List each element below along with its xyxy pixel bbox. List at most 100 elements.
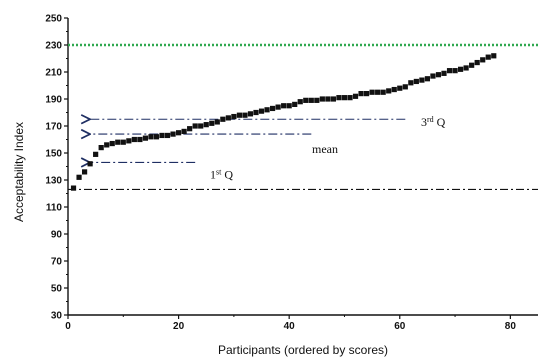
- data-point: [131, 136, 137, 143]
- data-point: [330, 96, 337, 102]
- data-point: [153, 134, 160, 140]
- y-tick-label: 250: [45, 14, 62, 25]
- x-tick-label: 40: [284, 321, 296, 332]
- data-point: [452, 68, 458, 74]
- data-point: [137, 136, 143, 143]
- y-tick-label: 30: [51, 311, 63, 322]
- x-tick-label: 20: [173, 321, 185, 332]
- data-point: [386, 88, 392, 94]
- data-point: [148, 134, 154, 140]
- y-tick-label: 190: [45, 95, 62, 106]
- data-point: [170, 131, 176, 137]
- data-point: [419, 77, 425, 83]
- data-point: [491, 53, 497, 59]
- data-point: [314, 97, 320, 103]
- y-tick-label: 50: [51, 284, 63, 295]
- quartile-label-3: 3rd Q: [421, 115, 446, 129]
- y-tick-label: 90: [51, 230, 63, 241]
- data-point: [292, 101, 298, 107]
- data-point: [242, 112, 248, 118]
- y-tick-label: 110: [46, 203, 63, 214]
- data-point: [236, 112, 243, 118]
- data-point: [336, 95, 342, 101]
- data-point: [325, 96, 331, 102]
- x-axis-title: Participants (ordered by scores): [218, 343, 388, 357]
- data-point: [120, 139, 126, 145]
- data-point: [369, 89, 375, 95]
- data-point: [93, 151, 99, 157]
- data-point: [424, 76, 431, 82]
- data-point: [391, 86, 397, 93]
- quartile-label-1: 1st Q: [210, 168, 233, 182]
- data-point: [253, 109, 259, 116]
- labels: Participants (ordered by scores) Accepta…: [12, 122, 388, 357]
- axes: 30 50 70 90 110 130 150 170 190 210 230 250 0 20 40 60 8…: [45, 14, 538, 332]
- data-point: [76, 174, 82, 180]
- data-point: [281, 103, 287, 109]
- data-point: [413, 78, 419, 85]
- data-point: [358, 91, 364, 97]
- y-tick-label: 130: [45, 176, 62, 187]
- data-point: [203, 122, 209, 128]
- data-point: [104, 142, 110, 148]
- data-point: [347, 95, 353, 101]
- y-axis-title: Acceptability Index: [12, 122, 26, 222]
- data-point: [286, 103, 292, 109]
- data-point: [164, 132, 171, 139]
- y-tick-label: 150: [45, 149, 62, 160]
- data-point: [319, 96, 325, 102]
- data-point: [126, 138, 132, 144]
- data-point: [341, 95, 348, 101]
- y-tick-label: 70: [51, 257, 63, 268]
- data-point: [297, 99, 303, 105]
- data-point: [485, 54, 491, 60]
- data-point: [109, 140, 115, 147]
- x-tick-label: 0: [65, 321, 71, 332]
- data-point: [397, 85, 403, 91]
- data-point: [469, 62, 475, 68]
- data-point: [303, 97, 309, 103]
- data-point: [264, 107, 270, 113]
- quartile-markers: 1st Q mean 3rd Q: [90, 115, 446, 182]
- data-point: [81, 169, 88, 175]
- data-point: [247, 111, 254, 117]
- y-tick-label: 210: [45, 68, 62, 79]
- data-point: [402, 84, 408, 90]
- data-point: [463, 65, 469, 71]
- data-point: [115, 139, 121, 145]
- data-point: [352, 93, 359, 99]
- data-point: [275, 104, 281, 110]
- y-tick-label: 170: [45, 122, 62, 133]
- data-point: [480, 57, 486, 63]
- data-point: [430, 73, 436, 79]
- data-point: [258, 108, 265, 114]
- data-point: [380, 89, 386, 95]
- x-tick-label: 80: [505, 321, 517, 332]
- data-point: [231, 113, 237, 120]
- data-point: [159, 132, 165, 139]
- data-point: [70, 185, 77, 191]
- data-point: [198, 123, 204, 129]
- data-point: [209, 120, 215, 126]
- data-point: [435, 72, 442, 78]
- x-tick-label: 60: [394, 321, 406, 332]
- data-point: [225, 115, 231, 121]
- data-point: [175, 130, 182, 136]
- data-point: [375, 89, 381, 95]
- data-point: [142, 135, 149, 141]
- data-points: [70, 53, 497, 191]
- y-tick-label: 230: [45, 41, 62, 52]
- data-point: [269, 105, 276, 112]
- data-point: [408, 80, 414, 86]
- data-point: [181, 128, 187, 134]
- data-point: [192, 123, 198, 129]
- data-point: [446, 68, 453, 74]
- data-point: [363, 91, 370, 97]
- data-point: [308, 97, 314, 103]
- data-point: [220, 116, 226, 122]
- data-point: [98, 145, 104, 151]
- reference-lines: [68, 43, 538, 190]
- data-point: [187, 126, 193, 132]
- data-point: [457, 66, 464, 72]
